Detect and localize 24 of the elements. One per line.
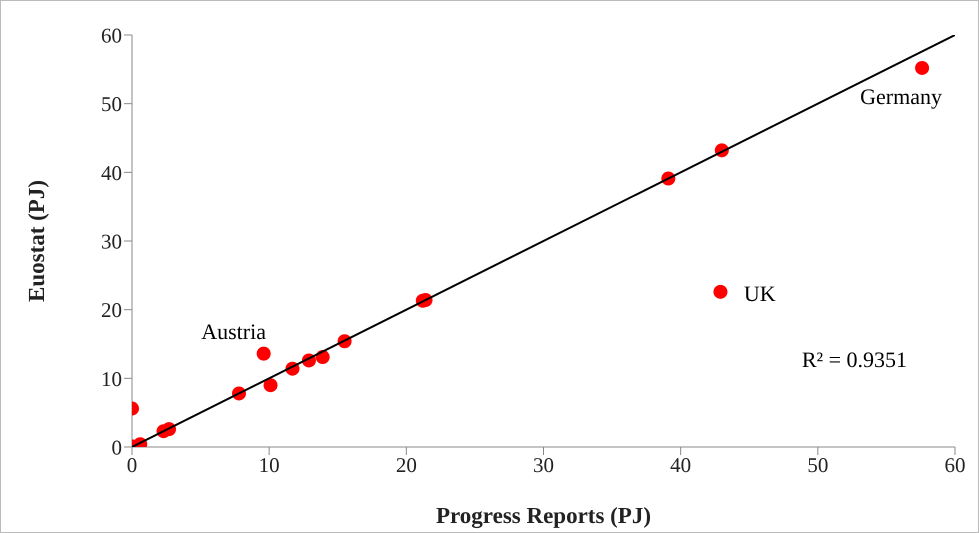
annotation: UK [744, 281, 776, 306]
y-tick-label: 50 [101, 92, 122, 116]
x-tick-label: 20 [396, 452, 417, 477]
y-tick-label: 60 [101, 23, 122, 48]
annotation: R² = 0.9351 [802, 347, 907, 372]
point [713, 284, 728, 299]
x-tick-label: 0 [126, 452, 138, 477]
annotation: Germany [860, 84, 942, 110]
x-tick-label: 50 [807, 452, 828, 477]
y-tick-label: 0 [112, 435, 122, 460]
y-tick-label: 20 [101, 298, 122, 322]
y-tick-label: 40 [101, 160, 122, 185]
x-tick-label: 40 [670, 452, 692, 477]
y-axis-title: Euostat (PJ) [24, 180, 50, 302]
point [264, 378, 278, 392]
x-axis-title: Progress Reports (PJ) [436, 503, 652, 529]
point [256, 346, 271, 361]
x-tick-label: 30 [533, 452, 554, 477]
y-tick-label: 30 [101, 229, 122, 254]
annotation: Austria [201, 319, 266, 344]
y-tick-label: 10 [101, 366, 122, 391]
x-tick-label: 10 [258, 452, 280, 477]
x-tick-label: 60 [944, 452, 966, 477]
point [915, 60, 930, 75]
